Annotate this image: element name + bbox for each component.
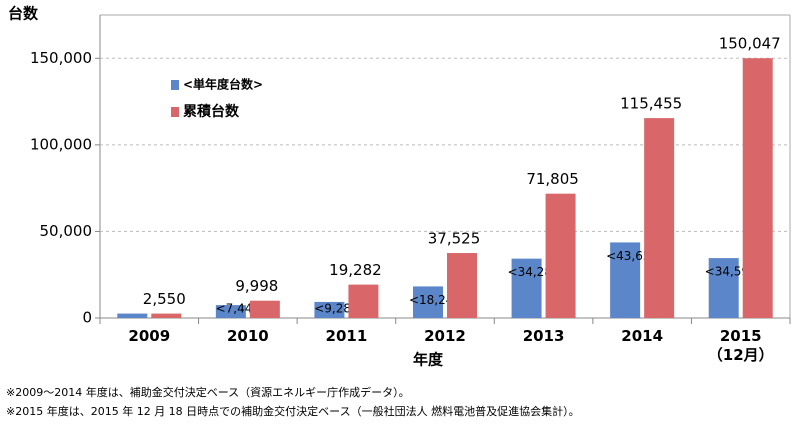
x-tick-label: 2010 [226, 327, 269, 345]
y-tick-label: 50,000 [40, 222, 93, 240]
x-tick-label: 2015 （12月） [707, 327, 774, 364]
value-label: 71,805 [526, 170, 579, 188]
y-tick-label: 150,000 [30, 49, 92, 67]
bar [413, 286, 443, 318]
footnote: ※2015 年度は、2015 年 12 月 18 日時点での補助金交付決定ベース… [6, 405, 580, 418]
legend-label: <単年度台数> [183, 77, 263, 92]
bar [511, 258, 542, 318]
x-tick-label: 2011 [325, 327, 368, 345]
legend-swatch [171, 80, 179, 90]
x-tick-label: 2013 [522, 327, 565, 345]
y-tick-label: 100,000 [30, 135, 92, 153]
y-tick-label: 0 [82, 309, 92, 327]
bar [215, 305, 246, 318]
value-label: 37,525 [428, 230, 481, 248]
bar [644, 118, 675, 318]
bar [708, 258, 739, 318]
x-tick-label: 2014 [621, 327, 664, 345]
x-axis-title: 年度 [413, 351, 444, 369]
bar [249, 300, 280, 318]
legend-swatch [171, 107, 179, 117]
value-label: 115,455 [620, 95, 682, 113]
y-axis-title: 台数 [8, 5, 39, 23]
x-tick-label: 2012 [424, 327, 466, 345]
value-label: 19,282 [329, 261, 382, 279]
x-tick-label: 2009 [128, 327, 171, 345]
value-label: 2,550 [143, 290, 186, 308]
bar [742, 58, 773, 318]
value-label: 150,047 [719, 35, 781, 53]
legend-label: 累積台数 [183, 103, 240, 120]
bar [151, 313, 182, 318]
bar [117, 313, 148, 318]
bar [314, 301, 345, 318]
bar [447, 253, 477, 318]
value-label: 9,998 [235, 277, 278, 295]
footnote: ※2009～2014 年度は、補助金交付決定ベース（資源エネルギー庁作成データ）… [6, 386, 410, 399]
bar [545, 193, 576, 318]
bar [348, 284, 379, 318]
bar [610, 242, 641, 318]
